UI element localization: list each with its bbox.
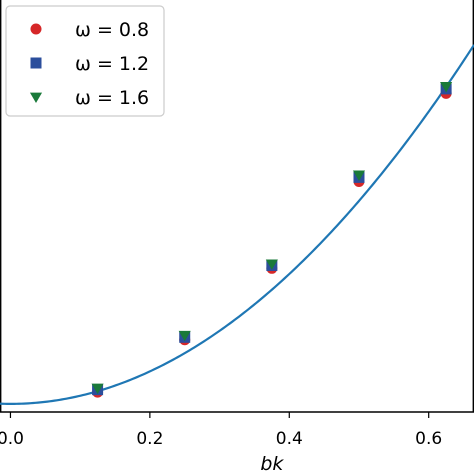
legend: ω = 0.8 ω = 1.2 ω = 1.6 — [5, 5, 165, 117]
axes — [0, 0, 474, 413]
x-axis-label: bk — [260, 453, 284, 474]
x-tick-label: 0.0 — [0, 429, 24, 449]
data-point-triangle-down — [91, 383, 104, 395]
legend-marker-triangle-down — [29, 92, 43, 104]
fit-curve-group — [0, 44, 474, 405]
fit-curve — [0, 44, 474, 405]
legend-marker-square — [30, 57, 42, 69]
x-tick-label: 0.4 — [276, 429, 303, 449]
legend-entry-label: ω = 1.2 — [75, 53, 149, 75]
data-point-triangle-down — [440, 82, 453, 93]
data-point-triangle-down — [265, 259, 278, 270]
x-ticks: 0.0 0.2 0.4 0.6 — [0, 412, 442, 449]
data-point-triangle-down — [178, 330, 191, 342]
legend-entry-label: ω = 1.6 — [75, 87, 149, 109]
x-tick-label: 0.6 — [415, 429, 442, 449]
legend-box — [5, 5, 165, 117]
legend-entry-label: ω = 0.8 — [75, 19, 149, 41]
data-point-triangle-down — [352, 170, 366, 181]
legend-marker-circle — [30, 23, 42, 35]
x-tick-label: 0.2 — [136, 429, 163, 449]
data-points — [91, 82, 453, 398]
